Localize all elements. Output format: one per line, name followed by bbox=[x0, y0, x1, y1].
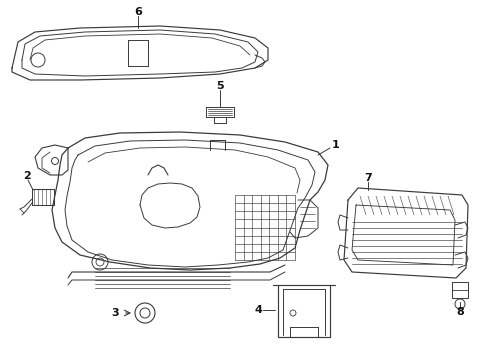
Text: 2: 2 bbox=[23, 171, 31, 181]
Text: 7: 7 bbox=[364, 173, 372, 183]
Text: 4: 4 bbox=[254, 305, 262, 315]
Text: 5: 5 bbox=[216, 81, 224, 91]
Text: 1: 1 bbox=[332, 140, 340, 150]
Text: 3: 3 bbox=[111, 308, 119, 318]
Text: 6: 6 bbox=[134, 7, 142, 17]
Text: 8: 8 bbox=[456, 307, 464, 317]
